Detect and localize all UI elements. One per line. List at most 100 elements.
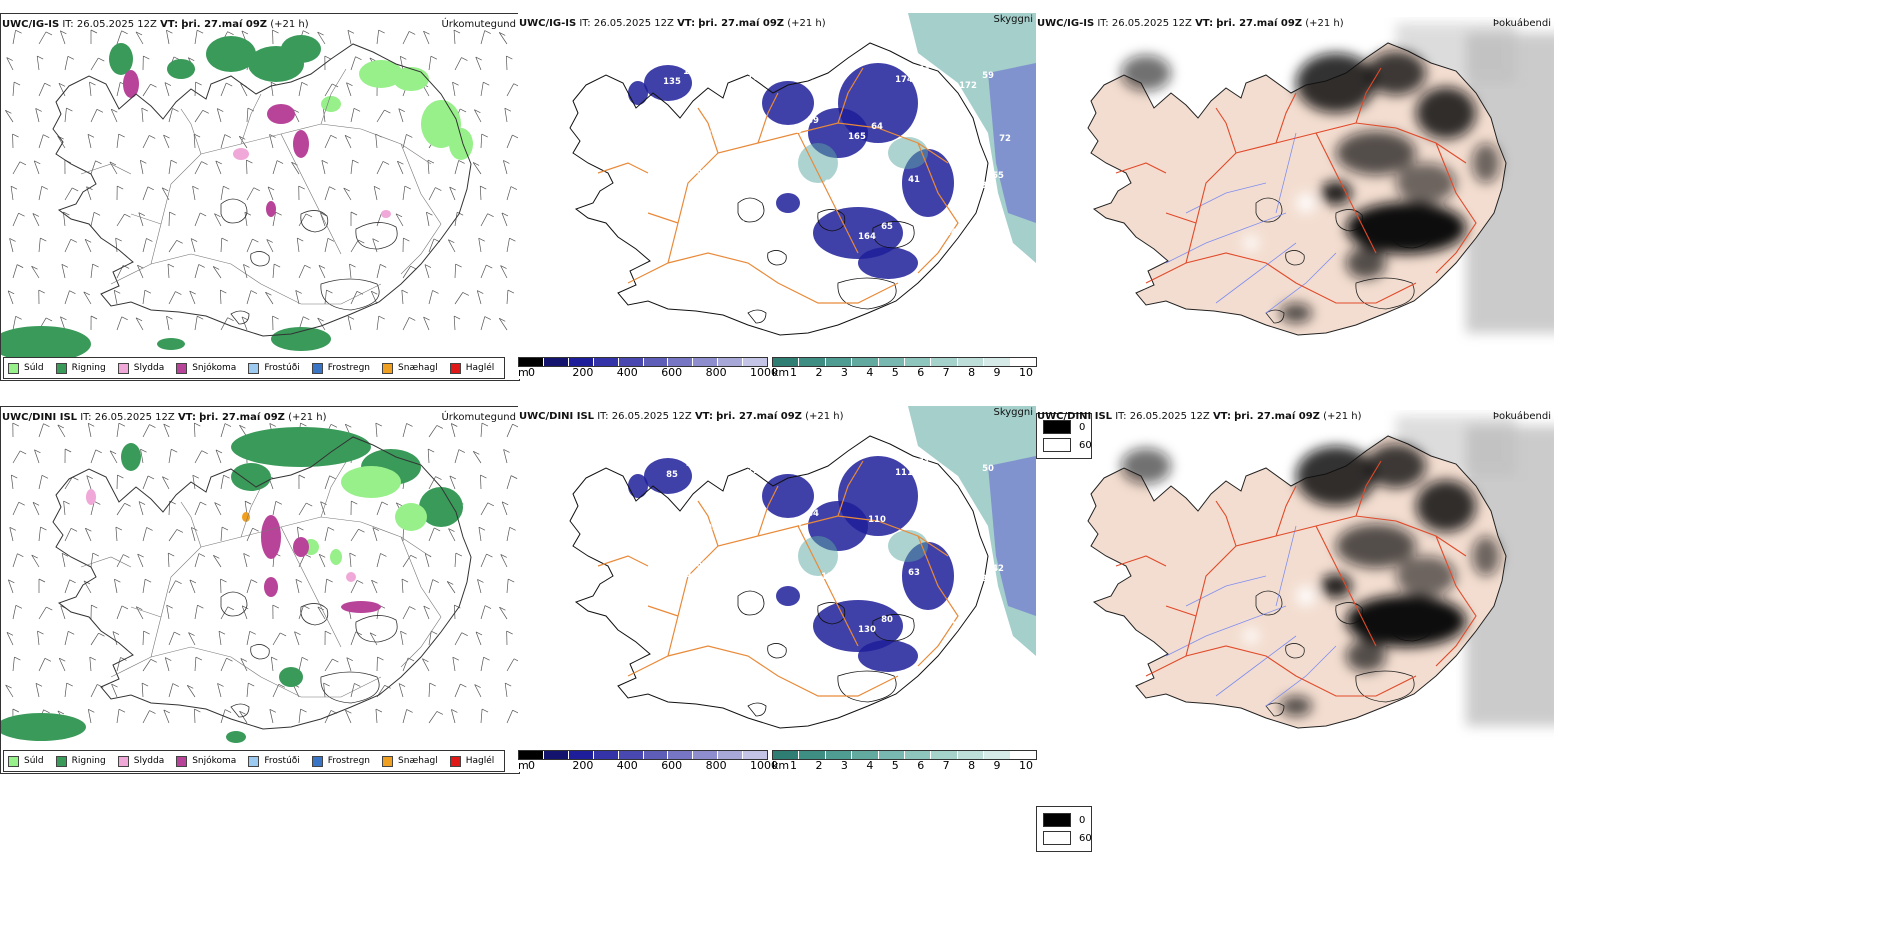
colorbar-cell bbox=[984, 358, 1011, 366]
cloud-panel-bottom: UWC/DINI ISL IT: 26.05.2025 12Z VT: þri.… bbox=[518, 406, 1036, 772]
cloud-base-label: 184 bbox=[885, 185, 903, 195]
model-name: UWC/IG-IS bbox=[1037, 18, 1095, 29]
legend-item: Frostúði bbox=[248, 755, 300, 767]
cloud-base-label: 148 bbox=[700, 130, 718, 140]
colorbar-cell bbox=[618, 358, 644, 366]
cloud-base-label: 73 bbox=[649, 224, 661, 234]
colorbar-visibility: km 1 2 3 4 5 6 7 8 9 10 bbox=[772, 750, 1037, 774]
legend-item: Haglél bbox=[449, 755, 494, 767]
precip-map bbox=[1, 29, 519, 362]
legend-item: Rigning bbox=[55, 755, 106, 767]
fog-legend-label: 0 bbox=[1079, 814, 1086, 826]
precip-legend: Súld Rigning Slydda Snjókoma Frostúði Frostre… bbox=[3, 750, 506, 772]
cloud-base-label: 134 bbox=[710, 230, 728, 240]
fog-legend-swatch bbox=[1043, 420, 1071, 434]
colorbar-cell bbox=[618, 751, 644, 759]
colorbar-tick: 800 bbox=[705, 366, 727, 379]
colorbar-cell bbox=[1010, 751, 1037, 759]
cloud-base-label: 135 bbox=[663, 77, 681, 87]
legend-item: Rigning bbox=[55, 362, 106, 374]
colorbar-visibility: km 1 2 3 4 5 6 7 8 9 10 bbox=[772, 357, 1037, 381]
colorbar-tick: 8 bbox=[968, 759, 976, 772]
fog-panel-bottom: UWC/DINI ISL IT: 26.05.2025 12Z VT: þri.… bbox=[1036, 406, 1554, 772]
colorbar-tick: 1000 bbox=[750, 366, 778, 379]
colorbar-cell bbox=[799, 358, 826, 366]
lead-time: (+21 h) bbox=[270, 19, 309, 30]
legend-label: Rigning bbox=[71, 363, 106, 373]
colorbar-cell bbox=[957, 358, 985, 366]
cloud-base-label: 62 bbox=[770, 456, 782, 466]
colorbar-tick: 200 bbox=[572, 759, 594, 772]
colorbar-cell bbox=[743, 358, 768, 366]
colorbar-cell bbox=[984, 751, 1011, 759]
legend-swatch bbox=[449, 755, 461, 767]
it-label: IT: bbox=[597, 411, 609, 422]
model-name: UWC/DINI ISL bbox=[1037, 411, 1113, 422]
cloud-base-label: 45 bbox=[733, 220, 745, 230]
colorbar-tick: 400 bbox=[616, 759, 638, 772]
panel-title: UWC/DINI ISL IT: 26.05.2025 12Z VT: þri.… bbox=[1037, 411, 1362, 422]
fog-map bbox=[1087, 23, 1554, 336]
cloud-base-label: 164 bbox=[858, 232, 876, 242]
colorbar-cell bbox=[543, 751, 569, 759]
colorbar-cell bbox=[693, 751, 719, 759]
legend-item: Snæhagl bbox=[382, 755, 438, 767]
it-value: 26.05.2025 12Z bbox=[1111, 18, 1192, 29]
fog-panel-top: UWC/IG-IS IT: 26.05.2025 12Z VT: þri. 27… bbox=[1036, 13, 1554, 379]
fog-legend-label: 60 bbox=[1079, 439, 1092, 451]
legend-swatch bbox=[176, 362, 188, 374]
colorbar-tick: 10 bbox=[1019, 366, 1033, 379]
fog-legend-swatch bbox=[1043, 813, 1071, 827]
cloud-base-label: 64 bbox=[807, 509, 819, 519]
legend-item: Snæhagl bbox=[382, 362, 438, 374]
cloud-base-label: 91 bbox=[945, 621, 957, 631]
legend-label: Snæhagl bbox=[398, 363, 438, 373]
vt-label: VT: bbox=[1195, 18, 1214, 29]
cloud-base-label: 142 bbox=[969, 574, 987, 584]
colorbar-tick: 4 bbox=[866, 366, 874, 379]
legend-item: Haglél bbox=[449, 362, 494, 374]
cloud-base-label: 103 bbox=[922, 238, 940, 248]
model-name: UWC/DINI ISL bbox=[2, 412, 78, 423]
vt-value: þri. 27.maí 09Z bbox=[199, 412, 285, 423]
legend-label: Slydda bbox=[133, 756, 165, 766]
cloud-base-label: 110 bbox=[868, 515, 886, 525]
colorbar-cloud-base: m 0 200 400 600 800 1000 bbox=[518, 750, 778, 774]
cloud-base-label: 55 bbox=[992, 171, 1004, 181]
cloud-map: 34 97 69 50 62 64 60 80 51 53 42 45 46 70 92 97 94 110 63 9… bbox=[569, 406, 1036, 729]
legend-swatch bbox=[382, 362, 394, 374]
vt-value: þri. 27.maí 09Z bbox=[181, 19, 268, 30]
colorbar-cell bbox=[905, 751, 932, 759]
legend-swatch bbox=[176, 755, 188, 767]
cloud-base-label: 24 bbox=[945, 228, 957, 238]
cloud-base-label: 58 bbox=[935, 128, 947, 138]
legend-item: Súld bbox=[8, 362, 44, 374]
legend-item: Snjókoma bbox=[176, 362, 236, 374]
it-label: IT: bbox=[1097, 18, 1109, 29]
colorbar-cell bbox=[905, 358, 932, 366]
colorbar-cell bbox=[668, 751, 694, 759]
cloud-base-label: 171 bbox=[626, 234, 644, 244]
lead-time: (+21 h) bbox=[1323, 411, 1362, 422]
colorbar-unit: km bbox=[772, 366, 790, 379]
colorbar-tick: 2 bbox=[815, 366, 823, 379]
colorbar-tick: 1 bbox=[790, 759, 797, 772]
colorbar-cell bbox=[693, 358, 719, 366]
cloud-base-label: 45 bbox=[649, 617, 661, 627]
cloud-base-label: 215 bbox=[747, 466, 765, 476]
cloud-base-label: 41 bbox=[908, 175, 920, 185]
colorbar-tick: 5 bbox=[891, 366, 899, 379]
fog-legend-label: 60 bbox=[1079, 832, 1092, 844]
colorbar-tick: 0 bbox=[528, 759, 535, 772]
cloud-base-label: 64 bbox=[918, 65, 930, 75]
fog-legend-swatch bbox=[1043, 438, 1071, 452]
legend-item: Frostregn bbox=[311, 755, 370, 767]
colorbar-strip bbox=[518, 750, 768, 760]
legend-label: Rigning bbox=[71, 756, 106, 766]
cloud-base-label: 151 bbox=[821, 572, 839, 582]
colorbar-cell bbox=[852, 358, 879, 366]
vt-label: VT: bbox=[694, 411, 713, 422]
colorbar-cell bbox=[878, 751, 906, 759]
colorbar-tick: 6 bbox=[917, 759, 925, 772]
precip-map bbox=[1, 422, 519, 743]
